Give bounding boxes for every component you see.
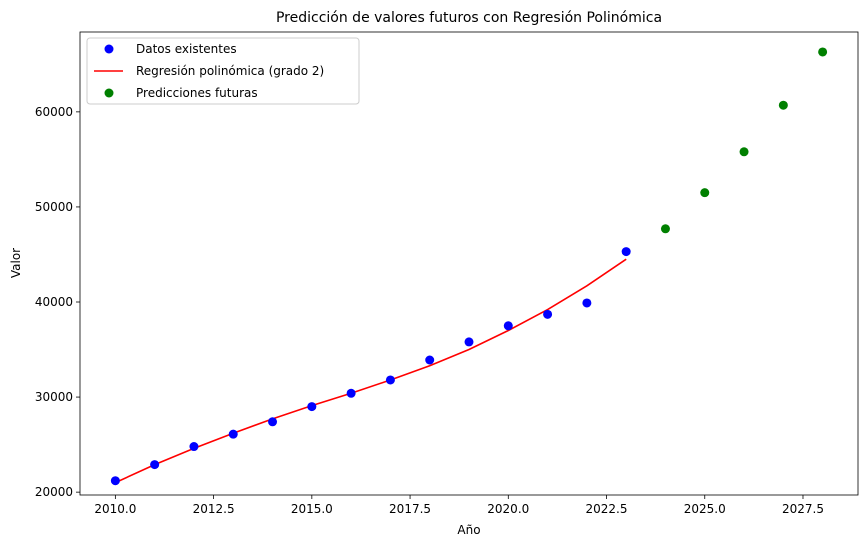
- prediction-point: [778, 100, 788, 110]
- legend-label: Regresión polinómica (grado 2): [136, 64, 324, 78]
- existing-data-point: [150, 460, 160, 470]
- y-axis: 20000 30000 40000 50000 60000: [35, 105, 80, 499]
- y-tick-label: 30000: [35, 390, 73, 404]
- existing-data-point: [464, 337, 474, 347]
- x-tick-label: 2020.0: [487, 502, 529, 516]
- prediction-point: [700, 188, 710, 198]
- existing-data-point: [346, 388, 356, 398]
- y-axis-title: Valor: [9, 248, 23, 278]
- prediction-point: [660, 224, 670, 234]
- existing-data-point: [385, 375, 395, 385]
- existing-data-point: [110, 476, 120, 486]
- x-axis: 2010.0 2012.5 2015.0 2017.5 2020.0 2022.5 2025…: [94, 495, 824, 516]
- legend-marker-swatch: [104, 44, 114, 54]
- plot-frame: [79, 31, 859, 496]
- x-tick-label: 2015.0: [291, 502, 333, 516]
- x-tick-label: 2025.0: [684, 502, 726, 516]
- existing-data-point: [582, 298, 592, 308]
- legend-label: Datos existentes: [136, 42, 237, 56]
- prediction-point: [818, 47, 828, 57]
- existing-data-point: [503, 321, 513, 331]
- x-axis-title: Año: [457, 523, 480, 537]
- legend-marker-swatch: [104, 88, 114, 98]
- x-tick-label: 2012.5: [193, 502, 235, 516]
- y-tick-label: 40000: [35, 295, 73, 309]
- y-tick-label: 20000: [35, 485, 73, 499]
- y-tick-label: 50000: [35, 200, 73, 214]
- existing-data-point: [621, 247, 631, 257]
- plot-area: [110, 47, 828, 486]
- chart-title: Predicción de valores futuros con Regres…: [276, 10, 662, 26]
- existing-data-point: [543, 309, 553, 319]
- x-tick-label: 2017.5: [389, 502, 431, 516]
- existing-data-point: [228, 429, 238, 439]
- legend-box: [86, 37, 360, 105]
- existing-data-point: [268, 417, 278, 427]
- legend-label: Predicciones futuras: [136, 86, 258, 100]
- existing-data-point: [189, 442, 199, 452]
- x-tick-label: 2027.5: [782, 502, 824, 516]
- x-tick-label: 2010.0: [94, 502, 136, 516]
- regression-line: [115, 258, 627, 484]
- x-tick-label: 2022.5: [586, 502, 628, 516]
- y-tick-label: 60000: [35, 105, 73, 119]
- existing-data-point: [307, 402, 317, 412]
- legend: Datos existentes Regresión polinómica (gr…: [86, 37, 360, 105]
- existing-data-point: [425, 355, 435, 365]
- prediction-point: [739, 147, 749, 157]
